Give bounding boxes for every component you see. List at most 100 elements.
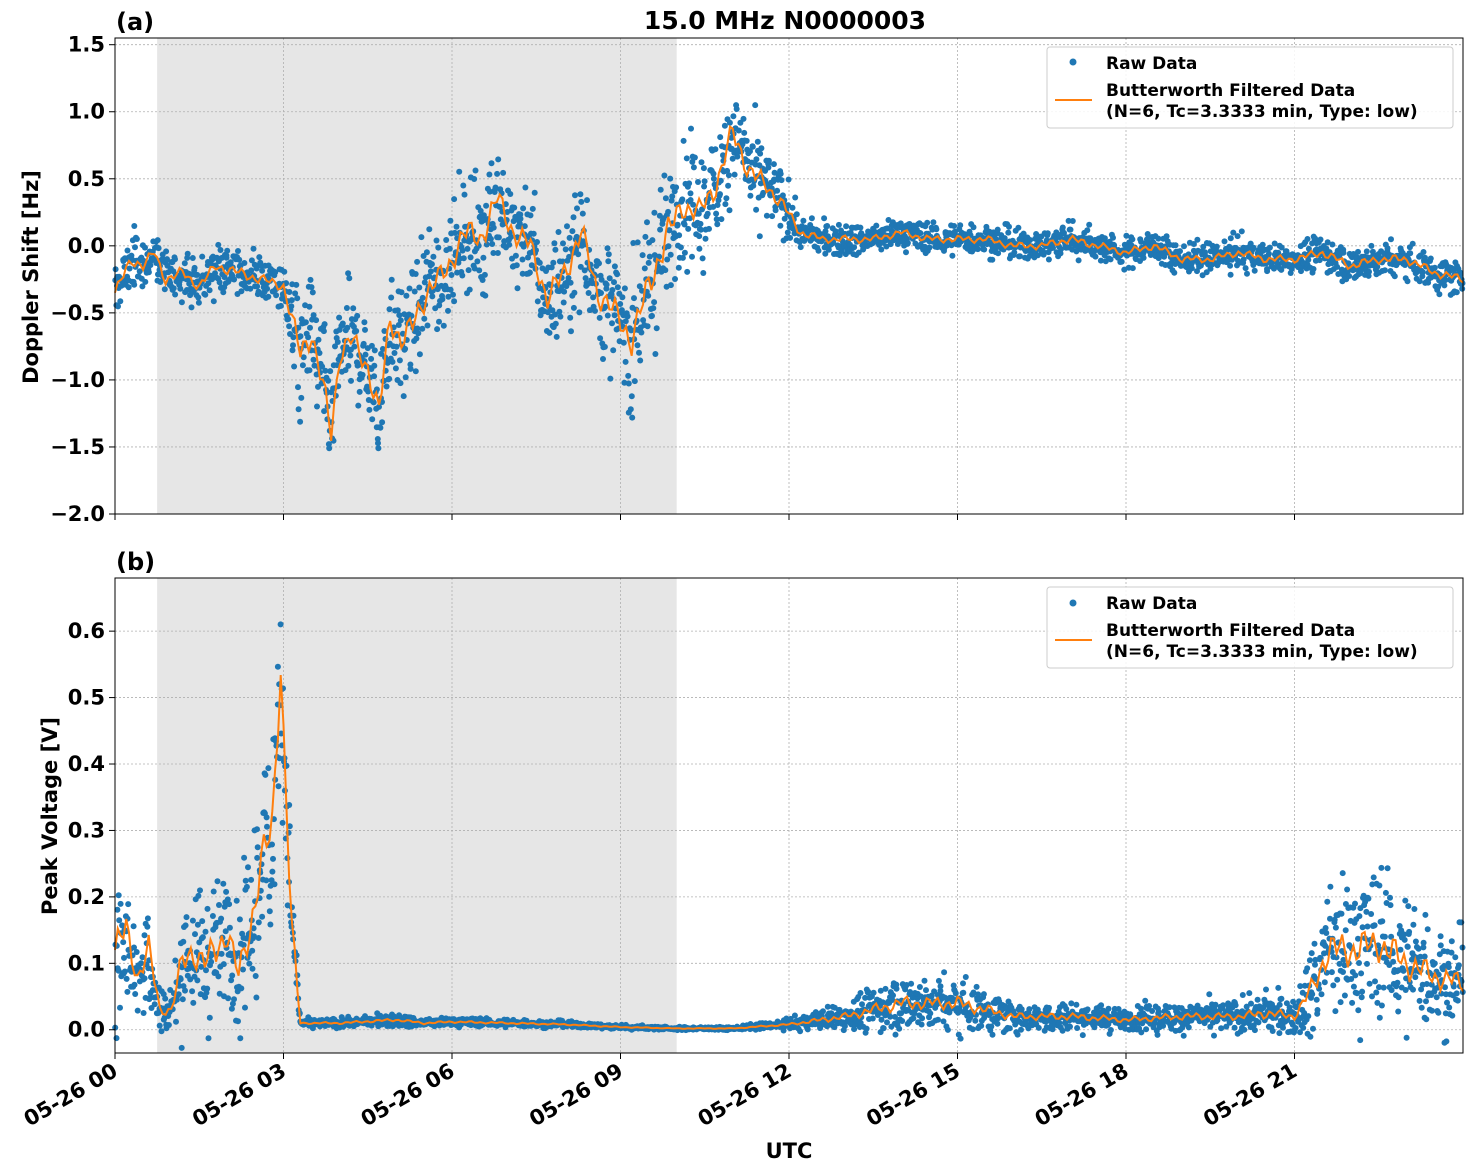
panel-a-raw-data-point	[495, 156, 502, 163]
panel-a-raw-data-point	[521, 223, 528, 230]
panel-a-raw-data-point	[471, 176, 478, 182]
panel-a-raw-data-point	[565, 275, 572, 281]
panel-a-raw-data-point	[1226, 243, 1233, 250]
panel-a-raw-data-point	[1058, 246, 1064, 253]
panel-a-raw-data-point	[696, 245, 703, 252]
panel-a-raw-data-point	[447, 286, 454, 293]
panel-b-raw-data-point	[240, 966, 246, 973]
panel-b-raw-data-point	[202, 928, 209, 935]
panel-a-raw-data-point	[236, 256, 243, 263]
panel-a-raw-data-point	[600, 356, 606, 362]
panel-b-raw-data-point	[1105, 1005, 1112, 1012]
panel-a-raw-data-point	[649, 312, 655, 319]
panel-b-raw-data-point	[259, 913, 266, 920]
panel-b-raw-data-point	[203, 967, 209, 974]
panel-a-raw-data-point	[619, 294, 626, 301]
panel-a-raw-data-point	[1391, 273, 1398, 280]
panel-a-raw-data-point	[1404, 278, 1411, 285]
panel-a-raw-data-point	[347, 352, 354, 359]
panel-a-raw-data-point	[590, 294, 597, 301]
panel-a-raw-data-point	[534, 239, 540, 245]
panel-b-raw-data-point	[242, 877, 249, 884]
panel-a-raw-data-point	[1158, 242, 1164, 249]
panel-a-raw-data-point	[428, 261, 435, 268]
panel-a-raw-data-point	[145, 269, 152, 276]
panel-b-raw-data-point	[263, 877, 270, 884]
panel-a-raw-data-point	[1271, 240, 1278, 247]
panel-b-raw-data-point	[195, 892, 202, 899]
panel-a-raw-data-point	[857, 224, 864, 231]
panel-a-raw-data-point	[248, 257, 255, 264]
panel-a-raw-data-point	[933, 226, 940, 233]
panel-a-raw-data-point	[596, 314, 603, 321]
panel-b-raw-data-point	[973, 983, 980, 990]
panel-a-raw-data-point	[189, 255, 196, 261]
panel-a-legend-raw-label: Raw Data	[1106, 54, 1197, 74]
panel-a-raw-data-point	[451, 298, 458, 305]
panel-a-raw-data-point	[1045, 256, 1052, 263]
panel-b-raw-data-point	[275, 783, 282, 790]
panel-a-raw-data-point	[451, 196, 458, 203]
panel-a-raw-data-point	[416, 351, 423, 358]
panel-a-raw-data-point	[464, 245, 471, 252]
panel-a-raw-data-point	[231, 276, 238, 283]
panel-a-raw-data-point	[741, 129, 748, 136]
panel-b-raw-data-point	[972, 1017, 979, 1024]
panel-a-raw-data-point	[378, 350, 385, 357]
panel-a-raw-data-point	[131, 281, 138, 288]
panel-b-raw-data-point	[189, 917, 196, 924]
panel-a-raw-data-point	[396, 357, 403, 364]
panel-b-raw-data-point	[179, 964, 185, 971]
panel-a-raw-data-point	[584, 197, 590, 204]
panel-a-raw-data-point	[1181, 243, 1187, 250]
panel-a-raw-data-point	[1334, 263, 1341, 270]
panel-a-raw-data-point	[531, 189, 538, 196]
panel-a-raw-data-point	[181, 260, 188, 267]
panel-b-shaded-interval	[157, 578, 677, 1053]
panel-a-raw-data-point	[386, 375, 393, 382]
panel-b-raw-data-point	[144, 923, 151, 930]
panel-a-raw-data-point	[446, 245, 453, 252]
panel-a-raw-data-point	[1265, 250, 1272, 257]
panel-a-raw-data-point	[662, 267, 669, 274]
panel-a-raw-data-point	[313, 317, 320, 324]
panel-a-raw-data-point	[690, 164, 697, 171]
panel-b-raw-data-point	[1314, 1007, 1321, 1013]
panel-a-raw-data-point	[574, 205, 580, 212]
panel-a-legend: Raw Data Butterworth Filtered Data (N=6,…	[1046, 46, 1454, 129]
panel-a-raw-data-point	[631, 295, 637, 302]
panel-a-raw-data-point	[1304, 236, 1311, 242]
panel-a-y-tick-label: 0.5	[68, 167, 105, 191]
panel-b-raw-data-point	[215, 973, 222, 980]
panel-b-raw-data-point	[918, 1021, 925, 1028]
panel-a-raw-data-point	[552, 246, 559, 253]
panel-a-raw-data-point	[1065, 217, 1072, 224]
panel-a-raw-data-point	[1190, 241, 1197, 247]
panel-b-raw-data-point	[254, 826, 260, 833]
panel-b-raw-data-point	[197, 887, 203, 894]
panel-a-raw-data-point	[609, 320, 615, 327]
panel-a-raw-data-point	[216, 279, 223, 286]
panel-a-raw-data-point	[371, 373, 378, 380]
panel-a-raw-data-point	[717, 191, 723, 198]
panel-a-raw-data-point	[1355, 248, 1361, 255]
panel-a-raw-data-point	[720, 152, 726, 159]
panel-a-raw-data-point	[718, 216, 725, 223]
panel-b-raw-data-point	[1309, 991, 1316, 998]
panel-a-raw-data-point	[366, 406, 373, 413]
panel-a-raw-data-point	[1027, 237, 1034, 243]
panel-a-raw-data-point	[650, 305, 657, 312]
panel-a-raw-data-point	[835, 221, 842, 228]
figure-title: 15.0 MHz N0000003	[644, 6, 926, 35]
panel-a-raw-data-point	[350, 305, 357, 312]
panel-b-raw-data-point	[210, 888, 217, 895]
panel-a-raw-data-point	[359, 371, 366, 378]
panel-a-y-tick-label: −1.5	[50, 435, 105, 459]
panel-b-raw-data-point	[218, 915, 225, 922]
panel-a-raw-data-point	[1163, 233, 1170, 240]
panel-a-raw-data-point	[397, 317, 404, 324]
panel-a-raw-data-point	[628, 393, 635, 400]
panel-a-raw-data-point	[696, 233, 703, 240]
panel-b-raw-data-point	[177, 976, 184, 983]
panel-b-raw-data-point	[880, 1025, 887, 1032]
